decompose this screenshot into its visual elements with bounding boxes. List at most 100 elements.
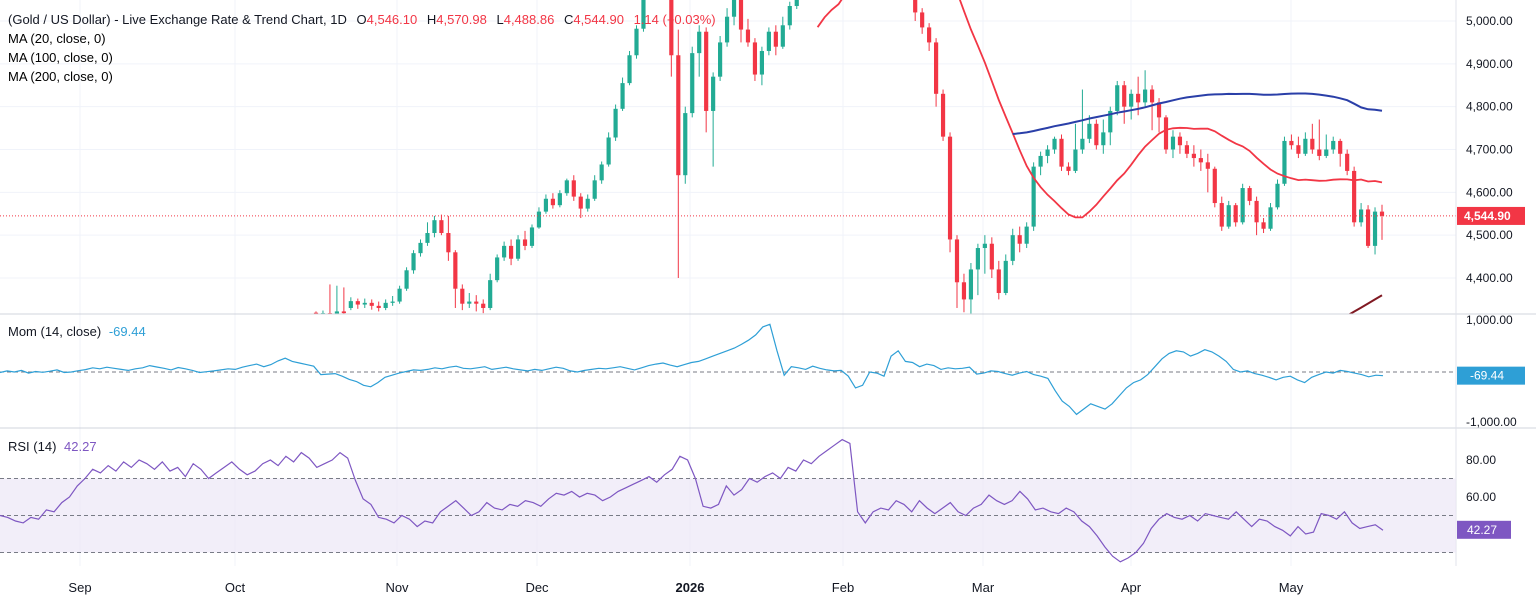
candle-body [1094,123,1099,146]
candle-body [731,0,737,17]
candle-body [1017,235,1022,244]
candle-body [1101,132,1106,146]
low-label: L [496,12,503,27]
candle-body [1198,158,1203,163]
price-tick-label: 4,900.00 [1466,57,1513,71]
ma200-label[interactable]: MA (200, close, 0) [8,69,113,84]
candle-body [1003,260,1008,293]
candle-body [1177,136,1183,146]
rsi-value: 42.27 [64,439,97,454]
candle-body [411,253,416,271]
candle-body [1059,138,1064,167]
time-tick-label: May [1279,580,1304,595]
last-price-label: 4,544.90 [1464,209,1511,223]
candle-body [1122,85,1127,107]
candle-body [1324,149,1329,156]
candle-body [1296,145,1301,154]
price-axis[interactable]: 5,000.00 4,900.00 4,800.00 4,700.00 4,600.00… [1457,14,1525,539]
candle-body [669,0,674,56]
candle-body [1345,153,1350,171]
candle-body [1073,149,1078,171]
candle-body [418,242,423,254]
candle-body [1184,145,1190,154]
mom-series [0,323,1384,416]
candle-body [1143,89,1148,103]
open-value: 4,546.10 [367,12,418,27]
candle-body [1233,205,1238,223]
price-tick-label: 4,500.00 [1466,228,1513,242]
time-tick-label: Apr [1121,580,1142,595]
candle-body [1275,183,1280,208]
candle-body [313,312,319,314]
candle-body [1317,149,1322,156]
candle-body [759,50,764,75]
candle-body [543,198,549,212]
candle-body [1219,203,1224,227]
ma20-label[interactable]: MA (20, close, 0) [8,31,106,46]
candle-body [1163,117,1169,150]
candle-body [1191,153,1196,159]
candle-body [913,0,918,13]
candle-body [1261,222,1266,229]
rsi-panel [0,438,1456,563]
candle-body [690,53,695,114]
candle-body [1289,140,1294,146]
candle-body [794,0,799,7]
candle-body [773,31,778,47]
candle-body [620,83,625,109]
candle-body [481,303,486,308]
candle-body [1310,138,1315,150]
candle-body [989,243,994,270]
candle-body [641,0,646,29]
candle-body [1212,168,1217,204]
candle-body [341,311,346,314]
candle-body [564,180,569,194]
candle-body [425,233,430,243]
candle-body [961,282,967,300]
candle-body [627,55,632,84]
candle-body [515,239,521,259]
symbol-title[interactable]: (Gold / US Dollar) - Live Exchange Rate … [8,12,347,27]
candle-body [982,243,987,249]
time-axis[interactable]: Sep Oct Nov Dec 2026 Feb Mar Apr May [68,580,1303,595]
time-tick-label: Feb [832,580,854,595]
high-value: 4,570.98 [436,12,487,27]
candle-body [1331,140,1336,150]
candle-body [1010,235,1015,261]
mom-value-label: -69.44 [1470,369,1504,383]
candle-body [1087,123,1092,139]
candle-body [1282,140,1287,184]
candle-body [718,42,723,77]
candles [313,0,1385,314]
candle-body [780,25,785,47]
candle-body [571,180,576,197]
candle-body [724,16,730,43]
svg-text:Mom (14, close) -69.44[interactable]: Mom (14, close) -69.44 [8,324,146,339]
candle-body [467,301,472,304]
candle-body [557,193,562,206]
rsi-tick-label: 80.00 [1466,453,1496,467]
candle-body [599,164,604,181]
time-tick-label: 2026 [676,580,705,595]
candle-body [1254,200,1259,223]
candle-body [975,248,980,270]
time-tick-label: Sep [68,580,91,595]
candle-body [439,220,444,234]
candle-body [488,280,493,308]
candle-body [1115,85,1120,111]
candle-body [1038,155,1043,167]
candle-body [502,245,507,258]
candle-body [1338,140,1343,154]
candle-body [634,28,639,56]
candle-body [934,42,939,94]
ma20-line [816,0,1383,219]
close-value: 4,544.90 [573,12,624,27]
ma100-label[interactable]: MA (100, close, 0) [8,50,113,65]
candle-body [613,108,618,138]
svg-text:RSI (14) 42.27[interactable]: RSI (14) 42.27 [8,439,97,454]
candle-body [954,239,960,283]
price-tick-label: 5,000.00 [1466,14,1513,28]
rsi-tick-label: 60.00 [1466,490,1496,504]
candle-body [585,198,590,209]
